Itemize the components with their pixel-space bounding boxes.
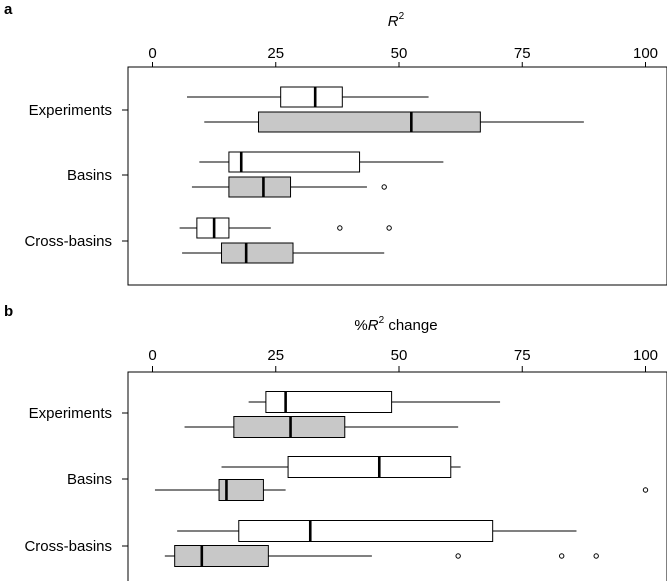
box-cross-basins bbox=[179, 217, 392, 239]
category-label: Cross-basins bbox=[24, 233, 112, 250]
box-experiments bbox=[248, 391, 501, 413]
iqr-box bbox=[280, 86, 343, 108]
x-tick-label: 25 bbox=[267, 45, 284, 62]
box-experiments bbox=[187, 86, 429, 108]
panel-b-plot-frame bbox=[127, 371, 667, 581]
iqr-box bbox=[287, 456, 452, 478]
iqr-box bbox=[218, 479, 264, 501]
panel-label-b: b bbox=[4, 303, 13, 320]
iqr-box bbox=[228, 176, 292, 198]
box-cross-basins bbox=[182, 242, 385, 264]
category-label: Basins bbox=[67, 167, 112, 184]
x-tick-label: 25 bbox=[267, 347, 284, 364]
box-basins bbox=[221, 456, 461, 478]
panel-a: a R2 0 25 50 75 100 Experiments Basins Cross-b… bbox=[4, 1, 667, 286]
panel-a-x-ticks: 0 25 50 75 100 bbox=[148, 45, 658, 67]
panel-b-title-suffix: change bbox=[384, 317, 437, 334]
panel-b-category-labels: Experiments Basins Cross-basins bbox=[24, 405, 128, 555]
outlier-point bbox=[455, 553, 461, 559]
iqr-box bbox=[257, 111, 481, 133]
box-basins bbox=[199, 151, 444, 173]
x-tick-label: 75 bbox=[514, 347, 531, 364]
category-label: Cross-basins bbox=[24, 538, 112, 555]
x-tick-label: 50 bbox=[391, 347, 408, 364]
outlier-point bbox=[381, 184, 387, 190]
outlier-point bbox=[593, 553, 599, 559]
iqr-box bbox=[265, 391, 393, 413]
panel-b-title-sup: 2 bbox=[379, 315, 385, 326]
panel-b-x-ticks: 0 25 50 75 100 bbox=[148, 347, 658, 372]
box-cross-basins bbox=[164, 545, 599, 567]
panel-b-boxes bbox=[154, 391, 649, 567]
panel-b-title-var: R bbox=[368, 317, 379, 334]
iqr-box bbox=[228, 151, 361, 173]
category-label: Basins bbox=[67, 471, 112, 488]
box-basins bbox=[191, 176, 387, 198]
iqr-box bbox=[174, 545, 269, 567]
outlier-point bbox=[642, 487, 649, 493]
x-tick-label: 50 bbox=[391, 45, 408, 62]
panel-b: b %R2 change 0 25 50 75 100 Experiments Basin… bbox=[4, 303, 667, 581]
outlier-point bbox=[558, 553, 565, 559]
panel-b-axis-title: %R2 change bbox=[354, 315, 437, 334]
panel-label-a: a bbox=[4, 1, 13, 18]
x-tick-label: 75 bbox=[514, 45, 531, 62]
panel-a-plot-frame bbox=[127, 66, 667, 286]
outlier-point bbox=[386, 225, 392, 231]
outlier-point bbox=[337, 225, 343, 231]
box-basins bbox=[154, 479, 649, 501]
x-tick-label: 0 bbox=[148, 45, 156, 62]
x-tick-label: 100 bbox=[633, 45, 658, 62]
iqr-box bbox=[221, 242, 294, 264]
category-label: Experiments bbox=[29, 405, 112, 422]
panel-a-title-var: R bbox=[388, 13, 399, 30]
panel-a-boxes bbox=[179, 86, 584, 264]
panel-a-category-labels: Experiments Basins Cross-basins bbox=[24, 102, 128, 250]
panel-b-title-prefix: % bbox=[354, 317, 367, 334]
x-tick-label: 0 bbox=[148, 347, 156, 364]
category-label: Experiments bbox=[29, 102, 112, 119]
box-experiments bbox=[184, 416, 459, 438]
iqr-box bbox=[238, 520, 494, 542]
x-tick-label: 100 bbox=[633, 347, 658, 364]
panel-a-axis-title: R2 bbox=[388, 11, 405, 30]
box-experiments bbox=[204, 111, 584, 133]
panel-a-title-sup: 2 bbox=[399, 11, 405, 22]
box-cross-basins bbox=[177, 520, 577, 542]
